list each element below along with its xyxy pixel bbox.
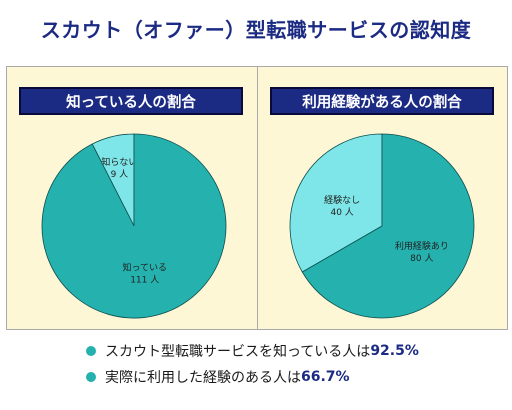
pie-slice-minor bbox=[289, 133, 383, 273]
summary-text: スカウト型転職サービスを知っている人は bbox=[105, 344, 371, 360]
slice-value-major: 80 人 bbox=[410, 253, 433, 264]
chart-title-usage: 利用経験がある人の割合 bbox=[270, 87, 494, 115]
slice-value-minor: 40 人 bbox=[330, 207, 353, 218]
bullet-dot-icon bbox=[86, 372, 96, 382]
bullet-dot-icon bbox=[86, 346, 96, 356]
slice-value-minor: 9 人 bbox=[111, 169, 129, 180]
summary-note-awareness: スカウト型転職サービスを知っている人は 92.5% bbox=[86, 338, 419, 364]
pie-slice-major bbox=[41, 133, 227, 319]
pie-slice-major bbox=[301, 133, 475, 319]
slice-label-minor: 経験なし bbox=[324, 194, 360, 206]
slice-value-major: 111 人 bbox=[130, 275, 159, 286]
summary-percent: 92.5% bbox=[370, 343, 419, 359]
page-title: スカウト（オファー）型転職サービスの認知度 bbox=[40, 18, 472, 42]
charts-area: 知っている人の割合 知らない 9 人知っている 111 人 利用経験がある人の割合 … bbox=[6, 66, 508, 330]
slice-label-major: 利用経験あり bbox=[395, 240, 449, 252]
chart-title-awareness: 知っている人の割合 bbox=[19, 87, 243, 115]
summary-notes: スカウト型転職サービスを知っている人は 92.5% 実際に利用した経験のある人は… bbox=[86, 338, 419, 390]
chart-panel-usage: 利用経験がある人の割合 経験なし 40 人利用経験あり 80 人 bbox=[258, 67, 507, 329]
chart-panel-awareness: 知っている人の割合 知らない 9 人知っている 111 人 bbox=[7, 67, 257, 329]
summary-percent: 66.7% bbox=[301, 369, 350, 385]
summary-text: 実際に利用した経験のある人は bbox=[105, 370, 301, 386]
panel-divider bbox=[257, 67, 258, 329]
slice-label-minor: 知らない bbox=[101, 156, 137, 168]
slice-label-major: 知っている bbox=[122, 262, 167, 274]
summary-note-usage: 実際に利用した経験のある人は 66.7% bbox=[86, 364, 419, 390]
